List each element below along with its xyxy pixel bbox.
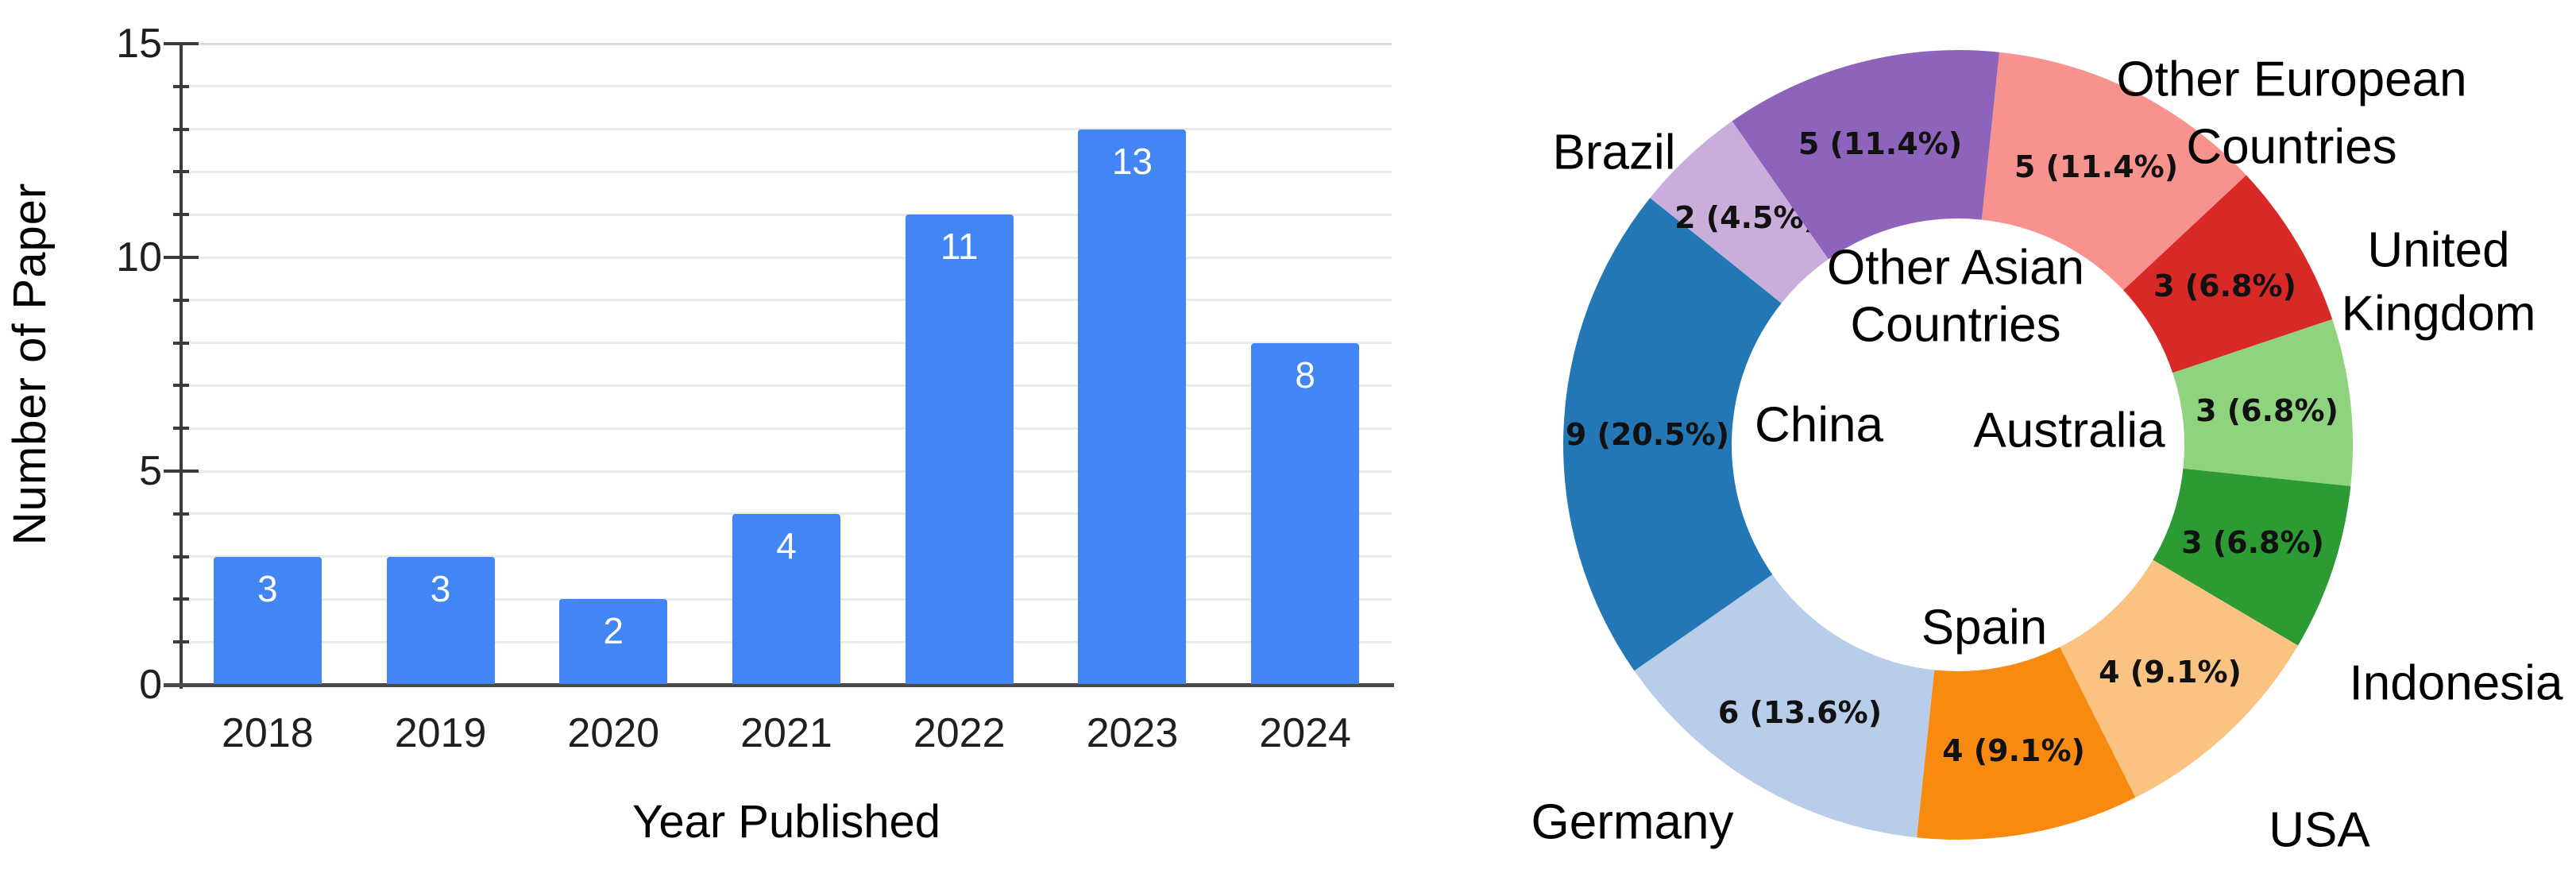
donut-value-label-other-asian-countries: 5 (11.4%) <box>1798 126 1962 161</box>
donut-country-label-spain: Spain <box>1921 601 2048 655</box>
gridline-y8 <box>181 342 1392 345</box>
bar-2018 <box>213 556 322 684</box>
x-tick-label-2023: 2023 <box>1086 710 1179 756</box>
x-tick-label-2022: 2022 <box>913 710 1006 756</box>
bar-2021 <box>732 513 840 684</box>
donut-value-label-other-european-countries: 5 (11.4%) <box>2014 149 2178 184</box>
bar-2023 <box>1078 129 1187 684</box>
donut-slice-china <box>1563 198 1782 671</box>
gridline-y10 <box>181 256 1392 259</box>
y-tick-label-10: 10 <box>116 234 162 280</box>
gridline-y6 <box>181 427 1392 430</box>
donut-slice-australia <box>2172 319 2354 486</box>
bar-2019 <box>386 556 495 684</box>
gridline-y14 <box>181 85 1392 88</box>
bar-2022 <box>905 214 1014 684</box>
donut-slice-united-kingdom <box>2123 175 2333 373</box>
gridline-y7 <box>181 384 1392 387</box>
bar-value-label-2018: 3 <box>257 567 278 609</box>
x-tick-label-2018: 2018 <box>222 710 314 756</box>
gridline-y9 <box>181 299 1392 302</box>
donut-slice-germany <box>1634 574 1935 838</box>
donut-country-label-brazil: Brazil <box>1552 126 1675 180</box>
y-tick-label-5: 5 <box>139 448 162 494</box>
donut-country-label-united-kingdom-line2: Kingdom <box>2342 287 2536 342</box>
donut-value-label-china: 9 (20.5%) <box>1566 417 1729 452</box>
gridline-y5 <box>181 469 1392 473</box>
donut-country-label-china: China <box>1755 398 1884 453</box>
donut-slice-usa <box>2060 559 2298 798</box>
donut-slice-spain <box>1917 647 2136 840</box>
donut-value-label-united-kingdom: 3 (6.8%) <box>2153 269 2296 303</box>
bar-2020 <box>559 599 668 684</box>
gridline-y12 <box>181 170 1392 173</box>
donut-country-label-united-kingdom-line1: United <box>2367 223 2509 278</box>
gridline-y11 <box>181 213 1392 216</box>
y-axis-line <box>180 42 183 689</box>
bar-plot-area: 0 5 10 15 3 2018 3 2019 2 2020 4 2021 11 2022 13 2023 8 2… <box>116 21 1394 756</box>
donut-value-label-spain: 4 (9.1%) <box>1942 733 2085 768</box>
donut-slice-other-european-countries <box>1981 52 2246 291</box>
donut-slice-brazil <box>1650 121 1829 303</box>
x-axis-line <box>164 683 1394 687</box>
donut-country-label-australia: Australia <box>1973 404 2165 458</box>
donut-country-label-germany: Germany <box>1531 795 1734 850</box>
donut-country-label-other-asian-countries-line1: Other Asian <box>1827 241 2084 296</box>
x-tick-label-2024: 2024 <box>1259 710 1351 756</box>
gridline-y15 <box>181 42 1392 45</box>
donut-chart-papers-by-country: 5 (11.4%) Other European Countries 3 (6.8%)… <box>1531 49 2563 858</box>
donut-value-label-usa: 4 (9.1%) <box>2099 655 2242 690</box>
donut-value-label-indonesia: 3 (6.8%) <box>2181 525 2324 560</box>
donut-country-label-other-asian-countries-line2: Countries <box>1850 298 2060 353</box>
bar-value-label-2022: 11 <box>940 226 979 268</box>
x-tick-label-2020: 2020 <box>567 710 660 756</box>
y-tick-label-15: 15 <box>116 21 162 67</box>
donut-value-label-germany: 6 (13.6%) <box>1718 695 1882 730</box>
donut-country-label-other-european-countries-line2: Countries <box>2186 120 2396 175</box>
x-axis-title: Year Published <box>631 796 941 848</box>
bar-chart-papers-per-year: Number of Paper Year Published 0 5 10 15 3 20… <box>4 21 1394 848</box>
donut-slice-other-asian-countries <box>1732 49 1999 260</box>
bar-value-label-2023: 13 <box>1111 140 1153 182</box>
donut-country-label-other-european-countries-line1: Other European <box>2116 52 2466 107</box>
donut-country-label-usa: USA <box>2269 803 2370 858</box>
donut-value-label-australia: 3 (6.8%) <box>2196 393 2338 428</box>
gridline-y13 <box>181 128 1392 131</box>
bar-value-label-2024: 8 <box>1295 354 1315 396</box>
bar-value-label-2021: 4 <box>776 524 797 566</box>
bar-value-label-2019: 3 <box>430 567 451 609</box>
donut-slice-indonesia <box>2153 468 2351 646</box>
donut-country-label-indonesia: Indonesia <box>2350 656 2563 711</box>
bar-value-label-2020: 2 <box>603 610 624 652</box>
x-tick-label-2021: 2021 <box>740 710 832 756</box>
x-tick-label-2019: 2019 <box>394 710 487 756</box>
y-tick-label-0: 0 <box>139 662 162 708</box>
bar-2024 <box>1251 342 1360 684</box>
